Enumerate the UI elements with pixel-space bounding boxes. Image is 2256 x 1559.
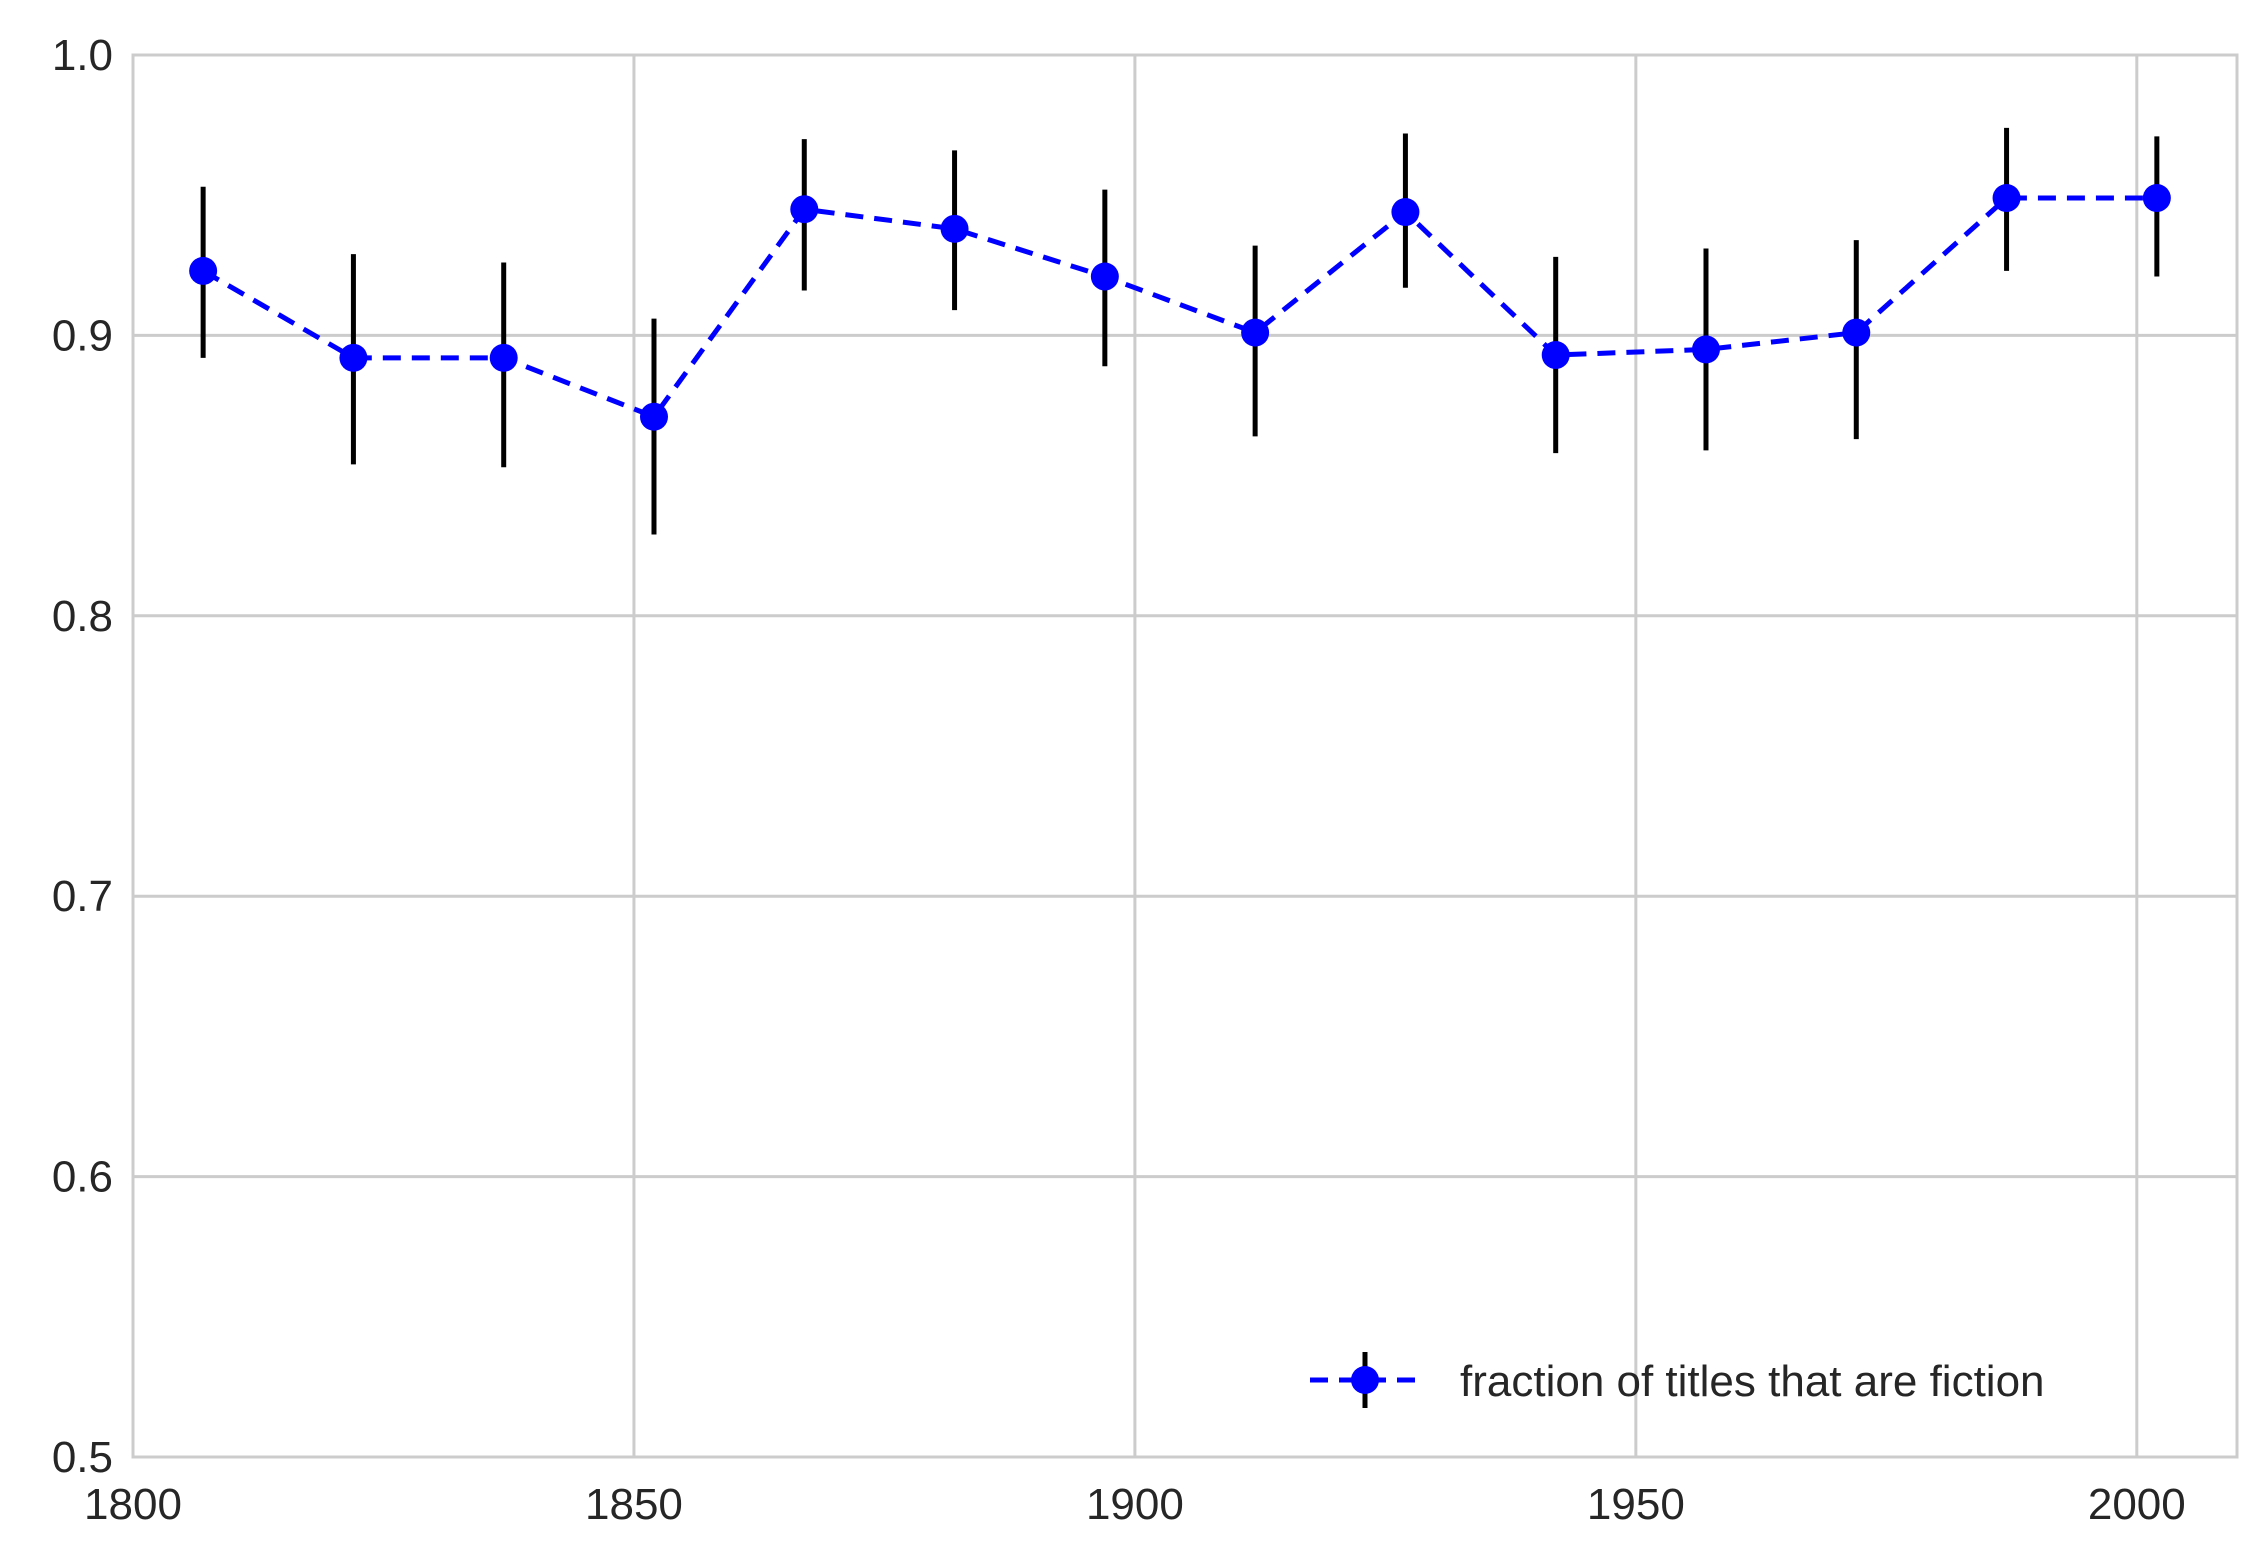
x-tick-label: 1950 bbox=[1587, 1480, 1685, 1529]
data-point bbox=[940, 214, 969, 243]
y-tick-label: 0.7 bbox=[52, 872, 113, 921]
data-point bbox=[1691, 335, 1720, 364]
x-tick-label: 1800 bbox=[84, 1480, 182, 1529]
data-point bbox=[1090, 262, 1119, 291]
legend: fraction of titles that are fiction bbox=[1310, 1352, 2045, 1408]
y-tick-label: 0.8 bbox=[52, 592, 113, 641]
data-point bbox=[639, 402, 668, 431]
data-point bbox=[2142, 184, 2171, 213]
data-point bbox=[1992, 184, 2021, 213]
legend-label: fraction of titles that are fiction bbox=[1460, 1357, 2045, 1406]
data-point bbox=[189, 256, 218, 285]
series-line bbox=[201, 195, 2157, 420]
y-tick-label: 0.5 bbox=[52, 1433, 113, 1482]
series-layer bbox=[189, 184, 2171, 431]
data-point bbox=[1541, 341, 1570, 370]
data-point bbox=[1842, 318, 1871, 347]
data-point bbox=[790, 195, 819, 224]
data-point bbox=[1391, 198, 1420, 227]
data-point bbox=[339, 343, 368, 372]
plot-area bbox=[133, 55, 2237, 1457]
data-point bbox=[1241, 318, 1270, 347]
data-point bbox=[489, 343, 518, 372]
x-tick-label: 1850 bbox=[585, 1480, 683, 1529]
x-tick-label: 2000 bbox=[2088, 1480, 2186, 1529]
axes: 1800 1850 1900 1950 2000 0.5 0.6 0.7 0.8 0.9 1.0 bbox=[52, 31, 2239, 1529]
y-tick-label: 0.6 bbox=[52, 1153, 113, 1202]
y-tick-label: 0.9 bbox=[52, 311, 113, 360]
plot-frame bbox=[131, 53, 2239, 1459]
legend-marker bbox=[1351, 1366, 1379, 1394]
y-tick-label: 1.0 bbox=[52, 31, 113, 80]
x-tick-label: 1900 bbox=[1086, 1480, 1184, 1529]
